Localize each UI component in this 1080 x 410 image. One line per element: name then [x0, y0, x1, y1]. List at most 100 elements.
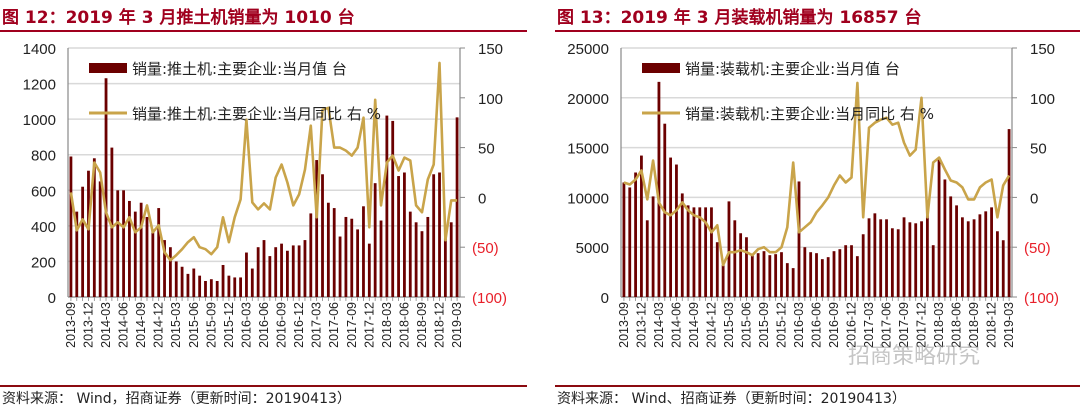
bar — [198, 275, 202, 297]
x-axis-tick-label: 2016-06 — [257, 302, 271, 348]
bar — [844, 245, 848, 297]
bar — [192, 268, 196, 297]
bar — [233, 277, 237, 297]
right-axis-tick-label: (50) — [1024, 240, 1051, 257]
bar — [163, 240, 166, 297]
x-axis-tick-label: 2017-12 — [915, 302, 929, 348]
bar — [733, 220, 737, 297]
bar — [756, 253, 760, 297]
right-axis-tick-label: 0 — [1030, 190, 1038, 207]
bar — [426, 216, 430, 297]
bar — [896, 229, 900, 297]
bar — [338, 236, 342, 297]
bar — [925, 215, 929, 297]
bar — [303, 240, 307, 297]
bar — [966, 221, 970, 297]
bar — [180, 266, 184, 297]
bar — [315, 160, 319, 297]
bar — [391, 120, 395, 298]
bar — [715, 242, 719, 297]
bar — [972, 219, 976, 297]
bar — [826, 257, 830, 297]
x-axis-tick-label: 2015-12 — [774, 302, 788, 348]
bar — [710, 207, 713, 297]
x-axis-tick-label: 2018-09 — [415, 302, 429, 348]
bar — [628, 187, 632, 297]
x-axis-tick-label: 2017-03 — [310, 302, 324, 348]
x-axis-tick-label: 2015-09 — [757, 302, 771, 348]
bar — [81, 186, 85, 297]
right-axis-tick-label: (100) — [1024, 290, 1059, 307]
bar — [850, 245, 853, 297]
x-axis-tick-label: 2015-03 — [722, 302, 736, 348]
left-axis-tick-label: 25000 — [567, 41, 609, 58]
bar — [122, 190, 125, 297]
bar — [785, 263, 789, 297]
left-axis-tick-label: 600 — [31, 183, 56, 200]
bar — [443, 238, 447, 297]
bar — [356, 229, 360, 297]
x-axis-tick-label: 2016-09 — [827, 302, 841, 348]
right-axis-tick-label: (50) — [472, 240, 499, 257]
x-axis-tick-label: 2015-06 — [187, 302, 201, 348]
chart-title-right: 图 13：2019 年 3 月装载机销量为 16857 台 — [557, 8, 922, 28]
bar — [832, 251, 836, 297]
bar — [727, 201, 731, 297]
x-axis-tick-label: 2014-06 — [669, 302, 683, 348]
x-axis-tick-label: 2018-09 — [967, 302, 981, 348]
bar — [943, 179, 947, 297]
x-axis-tick-label: 2015-09 — [204, 302, 218, 348]
bar — [397, 176, 400, 297]
left-axis-tick-label: 20000 — [567, 91, 609, 108]
bar — [949, 196, 953, 297]
bar — [721, 265, 725, 297]
bar — [151, 229, 155, 297]
bar — [332, 208, 336, 297]
bar — [698, 207, 702, 297]
x-axis-tick-label: 2018-12 — [985, 302, 999, 348]
right-axis-tick-label: 50 — [478, 141, 495, 158]
bar — [797, 181, 801, 297]
bar — [262, 240, 266, 297]
footer-divider-left — [0, 385, 527, 387]
bar — [920, 221, 923, 297]
bar — [455, 117, 459, 297]
title-divider-left — [0, 30, 527, 32]
bar — [680, 193, 684, 297]
legend-label-line: 销量:推土机:主要企业:当月同比 右 % — [132, 105, 381, 123]
right-axis-tick-label: 0 — [478, 190, 486, 207]
bar — [245, 252, 248, 297]
x-axis-tick-label: 2017-06 — [880, 302, 894, 348]
bar — [157, 208, 161, 297]
x-axis-tick-label: 2014-12 — [704, 302, 718, 348]
bar — [414, 222, 418, 297]
left-axis-tick-label: 800 — [31, 148, 56, 165]
bar — [420, 231, 424, 297]
x-axis-tick-label: 2015-06 — [739, 302, 753, 348]
bar — [867, 218, 871, 297]
bar — [408, 211, 412, 297]
x-axis-tick-label: 2016-09 — [275, 302, 289, 348]
right-axis-tick-label: (100) — [472, 290, 507, 307]
x-axis-tick-label: 2015-03 — [169, 302, 183, 348]
left-axis-tick-label: 5000 — [576, 240, 609, 257]
bar — [803, 247, 807, 297]
x-axis-tick-label: 2013-09 — [64, 302, 78, 348]
x-axis-tick-label: 2016-06 — [810, 302, 824, 348]
bar — [280, 243, 283, 297]
bar — [321, 174, 324, 297]
x-axis-tick-label: 2018-03 — [380, 302, 394, 348]
left-axis-tick-label: 400 — [31, 219, 56, 236]
bar — [268, 256, 272, 297]
bar — [645, 220, 649, 297]
bar — [373, 183, 377, 297]
x-axis-tick-label: 2016-03 — [239, 302, 253, 348]
left-axis-tick-label: 200 — [31, 254, 56, 271]
bar — [326, 202, 330, 297]
bar — [227, 275, 231, 297]
bar — [990, 207, 993, 297]
bar — [855, 256, 859, 297]
x-axis-tick-label: 2016-03 — [792, 302, 806, 348]
bar — [692, 207, 696, 297]
bar — [960, 217, 964, 297]
